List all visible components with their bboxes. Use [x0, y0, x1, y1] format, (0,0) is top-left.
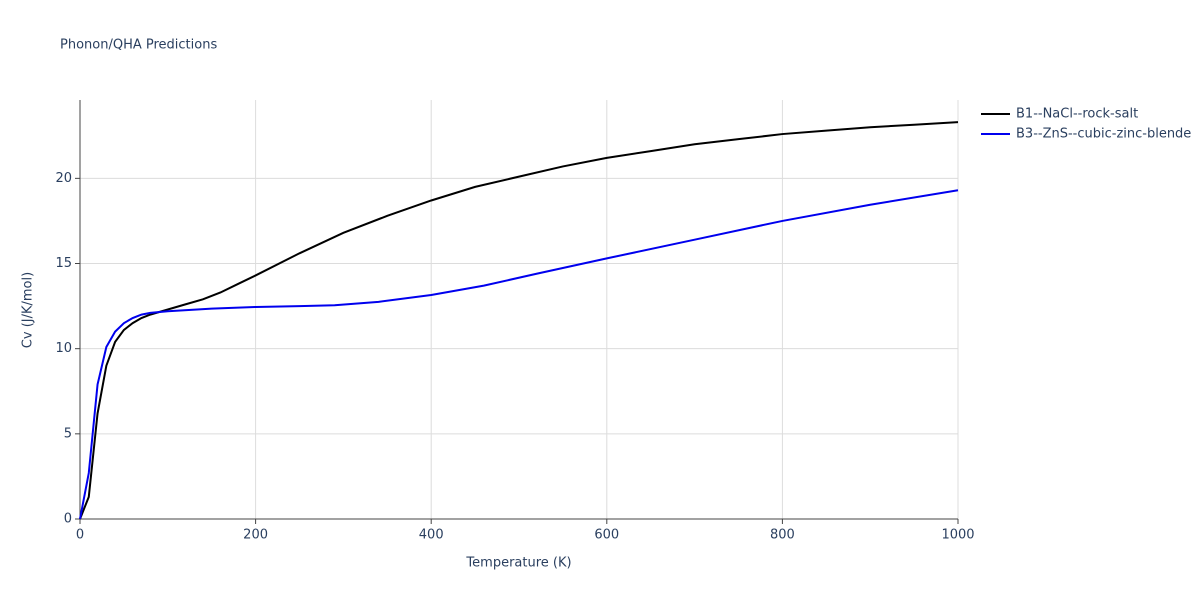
y-tick-label: 15: [55, 256, 72, 271]
y-tick-label: 5: [64, 426, 72, 441]
x-tick-label: 0: [76, 528, 84, 543]
y-tick-label: 10: [55, 341, 72, 356]
y-tick-label: 0: [64, 512, 72, 527]
chart-title: Phonon/QHA Predictions: [60, 38, 217, 53]
legend-label: B3--ZnS--cubic-zinc-blende: [1016, 127, 1191, 142]
y-tick-label: 20: [55, 171, 72, 186]
x-axis-title: Temperature (K): [465, 556, 571, 571]
x-tick-label: 600: [594, 528, 619, 543]
x-tick-label: 800: [770, 528, 795, 543]
x-tick-label: 200: [243, 528, 268, 543]
x-tick-label: 400: [419, 528, 444, 543]
x-tick-label: 1000: [941, 528, 974, 543]
y-axis-title: Cv (J/K/mol): [21, 272, 36, 348]
legend-label: B1--NaCl--rock-salt: [1016, 107, 1138, 122]
series-line: [79, 189, 959, 520]
series-line: [79, 121, 959, 520]
